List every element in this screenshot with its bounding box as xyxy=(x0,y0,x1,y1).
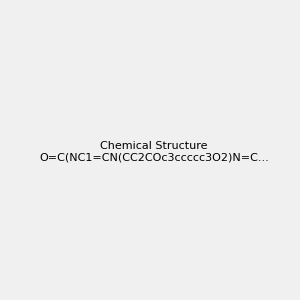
Text: Chemical Structure
O=C(NC1=CN(CC2COc3ccccc3O2)N=C...: Chemical Structure O=C(NC1=CN(CC2COc3ccc… xyxy=(39,141,268,162)
